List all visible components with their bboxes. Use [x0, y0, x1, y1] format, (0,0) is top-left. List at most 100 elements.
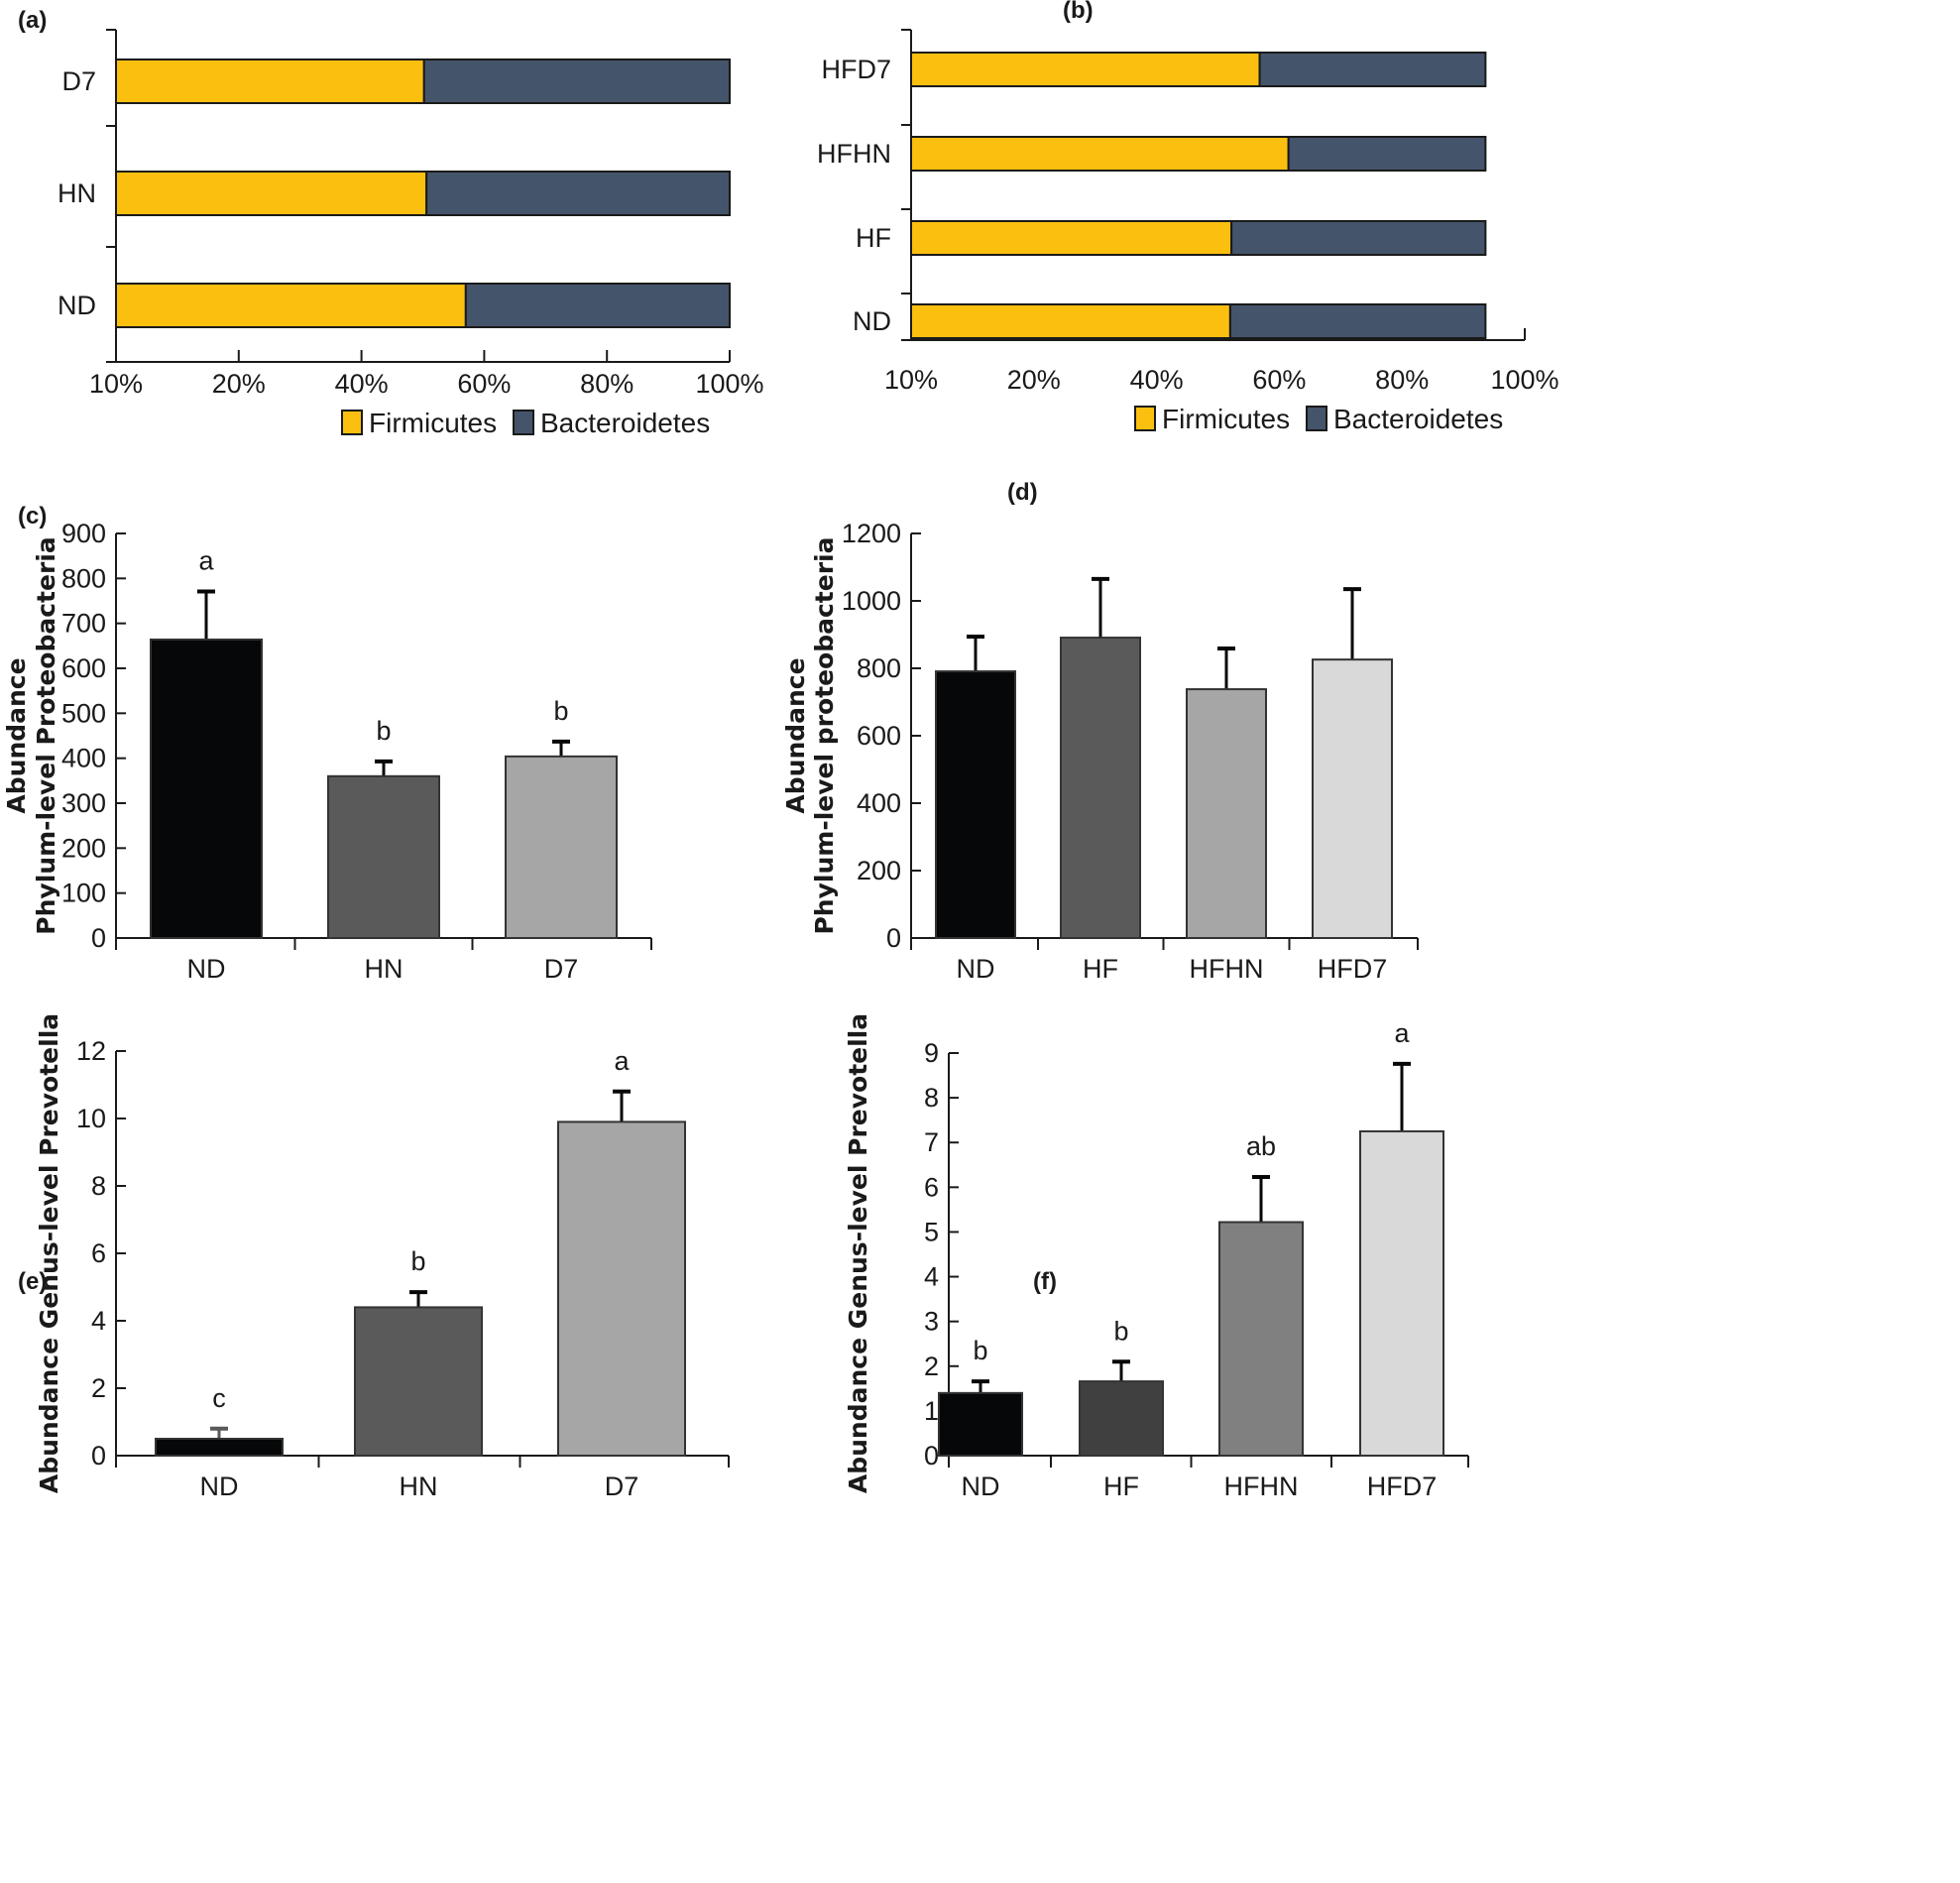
- significance-label: b: [973, 1336, 987, 1365]
- bar-hfd7: [1359, 1129, 1444, 1457]
- bar-hfhn: [1218, 1221, 1304, 1458]
- y-tick-label: 200: [61, 833, 106, 863]
- x-tick-label: 40%: [335, 369, 389, 399]
- bar-hfd7: [1312, 658, 1393, 939]
- bar-segment-bacteroidetes: [1287, 136, 1487, 172]
- legend-swatch-bacteroidetes: [513, 410, 534, 435]
- y-tick-label: 600: [61, 653, 106, 683]
- panel-label: (d): [1007, 479, 1038, 506]
- x-category-label: HN: [400, 1471, 438, 1501]
- x-category-label: ND: [187, 954, 226, 984]
- y-axis-title: Abundance Genus-level Prevotella: [35, 1013, 63, 1493]
- panel-label: (b): [1063, 0, 1094, 24]
- bar-nd: [935, 670, 1016, 939]
- y-tick-label: 800: [857, 653, 901, 683]
- panel-a: (a) 10% 20% 40% 60% 80% 100% D7 HN ND Firmicutes Ba…: [18, 7, 764, 438]
- y-tick-label: 0: [91, 923, 106, 953]
- panel-c: (c) 0 100 200 300 400 500 600 700 800 900 a ND b HN b D7…: [2, 503, 652, 984]
- bar-nd: [938, 1391, 1023, 1458]
- x-category-label: D7: [605, 1471, 639, 1501]
- bar-nd: [150, 638, 263, 940]
- y-tick-label: 400: [61, 744, 106, 773]
- legend-swatch-firmicutes: [1134, 406, 1156, 431]
- panel-b: (b) 10% 20% 40% 60% 80% 100% HFD7 HFHN HF ND Firmic…: [817, 0, 1559, 434]
- y-tick-label: 2: [924, 1352, 939, 1381]
- legend-swatch-bacteroidetes: [1306, 406, 1327, 431]
- x-tick-label: 60%: [1252, 365, 1306, 395]
- bar-hn: [354, 1306, 483, 1458]
- panel-f: (f) 0 1 2 3 4 5 6 7 8 9 b ND b HF ab HFHN a HFD7 Abundance …: [844, 1013, 1469, 1501]
- y-category-label: ND: [853, 306, 891, 336]
- y-axis-title: Abundance: [2, 657, 31, 813]
- x-category-label: HF: [1103, 1471, 1139, 1501]
- y-category-label: ND: [58, 291, 96, 320]
- bar-segment-firmicutes: [115, 283, 467, 328]
- x-tick-label: 10%: [89, 369, 143, 399]
- bar-segment-firmicutes: [910, 220, 1233, 256]
- y-tick-label: 600: [857, 721, 901, 751]
- bar-segment-bacteroidetes: [464, 283, 731, 328]
- y-category-label: HFD7: [821, 55, 891, 84]
- significance-label: a: [198, 545, 214, 575]
- x-tick-label: 100%: [1490, 365, 1558, 395]
- y-tick-label: 12: [76, 1036, 106, 1066]
- x-tick-label: 40%: [1130, 365, 1184, 395]
- y-tick-label: 1000: [842, 586, 901, 616]
- y-tick-label: 10: [76, 1104, 106, 1133]
- bar-hn: [327, 774, 440, 939]
- legend-label: Bacteroidetes: [540, 408, 710, 438]
- y-tick-label: 0: [924, 1441, 939, 1471]
- y-tick-label: 500: [61, 698, 106, 728]
- y-tick-label: 4: [924, 1262, 939, 1292]
- significance-label: b: [1113, 1316, 1128, 1346]
- y-tick-label: 6: [924, 1172, 939, 1202]
- y-tick-label: 9: [924, 1038, 939, 1068]
- significance-label: a: [1394, 1018, 1410, 1048]
- x-tick-label: 80%: [1375, 365, 1429, 395]
- bar-hfhn: [1186, 688, 1267, 940]
- x-category-label: ND: [200, 1471, 239, 1501]
- y-tick-label: 800: [61, 563, 106, 593]
- bar-segment-bacteroidetes: [1258, 52, 1487, 87]
- panel-d: (d) 0 200 400 600 800 1000 1200 ND HF HFHN HFD7 Abun…: [781, 479, 1419, 984]
- bar-d7: [505, 755, 618, 939]
- legend-label: Bacteroidetes: [1333, 404, 1503, 434]
- y-tick-label: 700: [61, 609, 106, 639]
- x-category-label: HF: [1083, 954, 1118, 984]
- y-tick-label: 8: [924, 1083, 939, 1113]
- x-category-label: HFD7: [1367, 1471, 1438, 1501]
- bar-segment-firmicutes: [910, 52, 1261, 87]
- y-category-label: HFHN: [817, 139, 891, 169]
- y-tick-label: 300: [61, 788, 106, 818]
- legend: Firmicutes Bacteroidetes: [1134, 404, 1503, 434]
- y-category-label: D7: [61, 66, 96, 96]
- x-tick-label: 10%: [884, 365, 938, 395]
- y-category-label: HN: [58, 178, 96, 208]
- y-axis-title: Phylum-level proteobacteria: [810, 536, 839, 934]
- x-category-label: HN: [365, 954, 404, 984]
- significance-label: b: [410, 1246, 425, 1276]
- y-axis-title: Abundance: [781, 657, 810, 813]
- bar-nd: [155, 1438, 284, 1457]
- y-tick-label: 100: [61, 879, 106, 908]
- panel-label: (c): [18, 503, 47, 530]
- bar-segment-firmicutes: [910, 303, 1231, 339]
- x-category-label: HFHN: [1190, 954, 1264, 984]
- x-category-label: D7: [544, 954, 579, 984]
- y-tick-label: 200: [857, 856, 901, 885]
- x-tick-label: 100%: [695, 369, 763, 399]
- bar-hf: [1060, 637, 1141, 939]
- bar-segment-firmicutes: [115, 171, 428, 216]
- bar-segment-firmicutes: [910, 136, 1290, 172]
- legend-swatch-firmicutes: [341, 410, 363, 435]
- significance-label: c: [212, 1383, 226, 1413]
- y-tick-label: 900: [61, 519, 106, 548]
- panel-label: (f): [1033, 1268, 1057, 1295]
- x-category-label: ND: [957, 954, 995, 984]
- y-tick-label: 0: [886, 923, 901, 953]
- y-tick-label: 2: [91, 1373, 106, 1403]
- legend-label: Firmicutes: [1162, 404, 1290, 434]
- bar-d7: [557, 1120, 686, 1458]
- bar-segment-firmicutes: [115, 59, 425, 104]
